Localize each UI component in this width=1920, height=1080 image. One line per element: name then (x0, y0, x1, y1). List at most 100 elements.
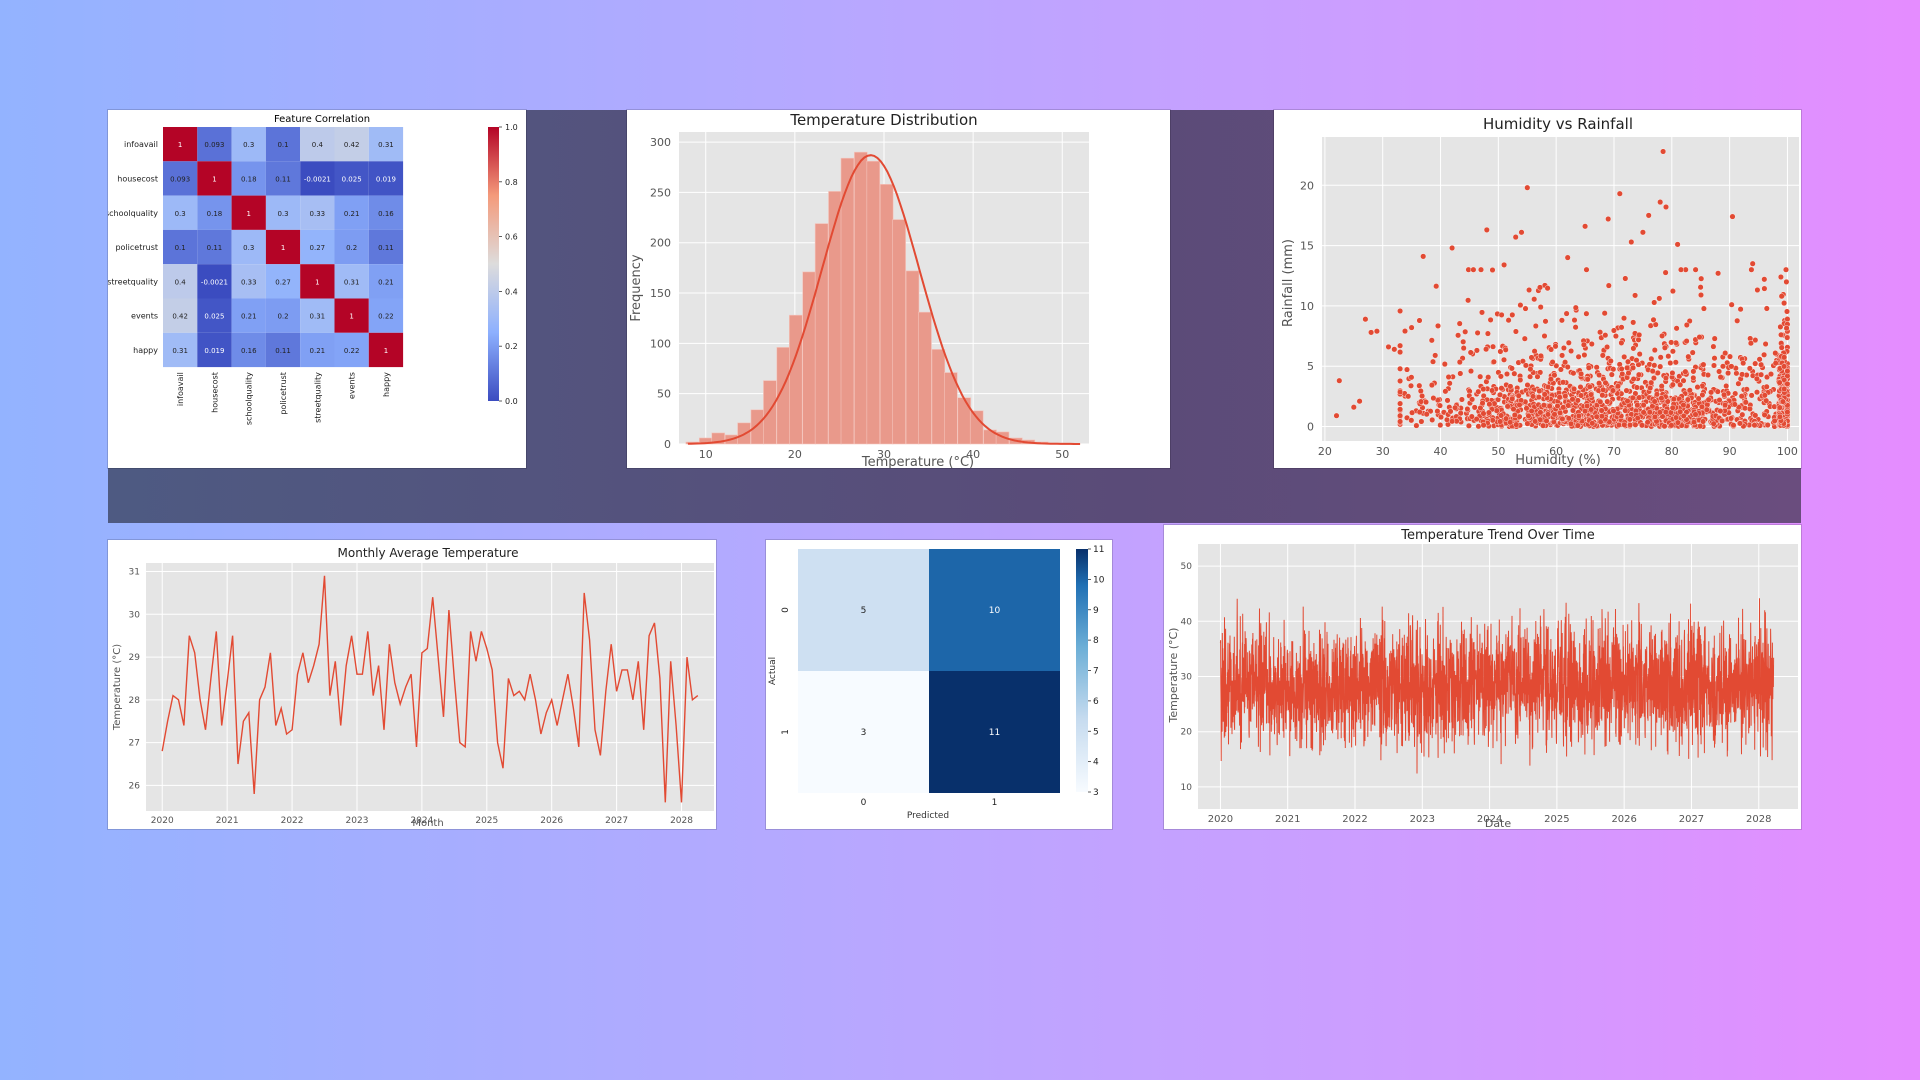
scatter-point (1636, 394, 1643, 401)
scatter-point (1445, 374, 1452, 381)
scatter-point (1517, 302, 1524, 309)
scatter-point (1599, 392, 1606, 399)
scatter-point (1513, 421, 1520, 428)
scatter-point (1722, 350, 1729, 357)
scatter-point (1522, 362, 1529, 369)
scatter-point (1669, 288, 1676, 295)
scatter-point (1409, 409, 1416, 416)
scatter-point (1397, 418, 1404, 425)
scatter-point (1455, 332, 1462, 339)
x-tick-label: 2028 (670, 816, 693, 826)
scatter-point (1577, 384, 1584, 391)
scatter-point (1705, 372, 1712, 379)
scatter-point (1565, 415, 1572, 422)
chart-title: Monthly Average Temperature (338, 546, 519, 560)
y-tick-label: 50 (657, 388, 671, 401)
scatter-point (1764, 374, 1771, 381)
x-tick-label: 2028 (1746, 814, 1771, 825)
x-tick-label: 2027 (1679, 814, 1704, 825)
cell-value-label: 0.11 (275, 175, 291, 183)
scatter-point (1593, 413, 1600, 420)
y-tick-label: 0 (781, 607, 791, 613)
scatter-point (1418, 418, 1425, 425)
scatter-point (1489, 387, 1496, 394)
scatter-point (1570, 370, 1577, 377)
y-tick-label: 15 (1300, 240, 1314, 253)
scatter-point (1752, 412, 1759, 419)
scatter-point (1652, 413, 1659, 420)
heatmap-cell (368, 229, 404, 265)
scatter-point (1622, 275, 1629, 282)
scatter-point (1434, 408, 1441, 415)
scatter-point (1737, 306, 1744, 313)
scatter-point (1673, 414, 1680, 421)
x-tick-label: 2022 (1342, 814, 1367, 825)
scatter-point (1649, 368, 1656, 375)
scatter-point (1401, 328, 1408, 335)
scatter-point (1651, 362, 1658, 369)
scatter-point (1618, 339, 1625, 346)
scatter-point (1503, 371, 1510, 378)
column-tick-label: events (348, 372, 357, 399)
scatter-point (1560, 404, 1567, 411)
scatter-point (1751, 422, 1758, 429)
scatter-point (1621, 353, 1628, 360)
scatter-point (1651, 299, 1658, 306)
scatter-point (1783, 278, 1790, 285)
scatter-point (1657, 363, 1664, 370)
scatter-point (1525, 412, 1532, 419)
scatter-point (1738, 393, 1745, 400)
scatter-point (1483, 346, 1490, 353)
scatter-point (1764, 422, 1771, 429)
scatter-point (1502, 346, 1509, 353)
scatter-point (1665, 353, 1672, 360)
colorbar-tick-label: 0.8 (505, 178, 518, 187)
scatter-point (1604, 398, 1611, 405)
y-tick-label: 20 (1300, 179, 1314, 192)
scatter-point (1560, 344, 1567, 351)
scatter-point (1537, 304, 1544, 311)
row-tick-label: happy (133, 346, 158, 355)
cell-value-label: 0.21 (310, 347, 326, 355)
scatter-point (1568, 420, 1575, 427)
scatter-point (1397, 389, 1404, 396)
scatter-point (1532, 322, 1539, 329)
scatter-point (1615, 383, 1622, 390)
scatter-point (1563, 310, 1570, 317)
y-tick-label: 5 (1307, 360, 1314, 373)
y-tick-label: 50 (1181, 562, 1193, 572)
scatter-point (1683, 321, 1690, 328)
scatter-point (1778, 293, 1785, 300)
scatter-point (1571, 317, 1578, 324)
colorbar (488, 127, 499, 401)
scatter-point (1562, 359, 1569, 366)
scatter-point (1686, 387, 1693, 394)
scatter-point (1734, 317, 1741, 324)
cell-value-label: -0.0021 (201, 278, 228, 286)
scatter-point (1691, 419, 1698, 426)
scatter-point (1408, 324, 1415, 331)
scatter-point (1761, 411, 1768, 418)
scatter-point (1716, 397, 1723, 404)
scatter-point (1749, 260, 1756, 267)
scatter-point (1601, 310, 1608, 317)
scatter-point (1672, 359, 1679, 366)
temperature-distribution-panel: Temperature Distribution 0 50 100 150 200 250… (627, 110, 1170, 468)
scatter-point (1711, 355, 1718, 362)
x-tick-label: 70 (1607, 445, 1621, 458)
histogram-bar (918, 311, 932, 445)
scatter-point (1698, 403, 1705, 410)
cell-value-label: 0.31 (172, 347, 188, 355)
column-tick-label: housecost (210, 372, 219, 413)
scatter-point (1602, 379, 1609, 386)
scatter-point (1598, 407, 1605, 414)
y-tick-label: 26 (129, 781, 141, 791)
scatter-point (1616, 190, 1623, 197)
cell-value-label: 0.019 (376, 175, 396, 183)
cell-value-label: 1 (178, 141, 182, 149)
x-tick-label: 50 (1491, 445, 1505, 458)
heatmap-cell (231, 264, 266, 299)
scatter-point (1565, 402, 1572, 409)
cell-value-label: 0.16 (241, 347, 257, 355)
